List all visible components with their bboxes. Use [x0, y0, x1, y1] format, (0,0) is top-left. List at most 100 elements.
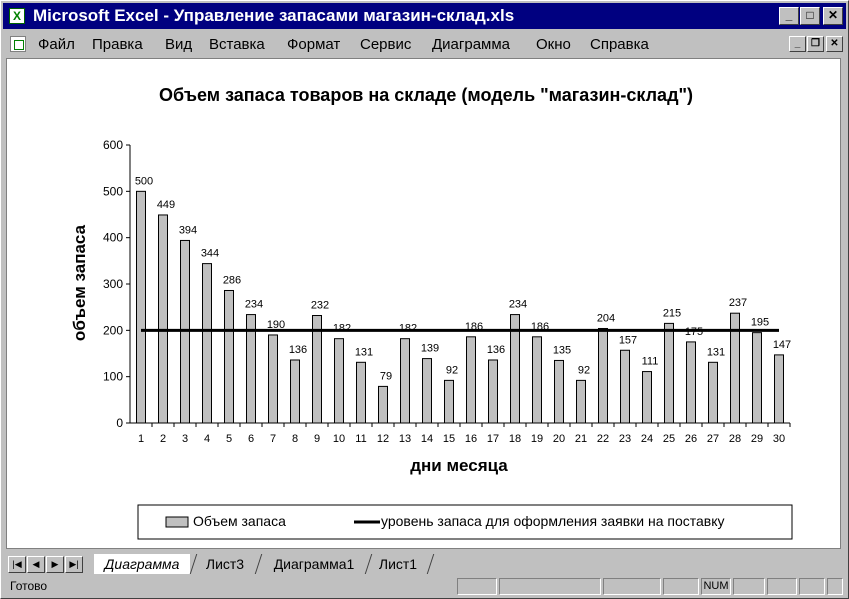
legend[interactable]: Объем запаса уровень запаса для оформлен… [137, 504, 793, 540]
x-tick-label: 29 [751, 433, 763, 445]
bar-day-24[interactable] [642, 371, 652, 424]
menu-window[interactable]: Окно [536, 36, 571, 53]
bar-day-7[interactable] [268, 334, 278, 424]
prev-sheet-button[interactable]: ◀ [27, 556, 45, 573]
bar-day-4[interactable] [202, 263, 212, 424]
data-label: 147 [773, 339, 791, 351]
bar-day-2[interactable] [158, 214, 168, 424]
workbook-icon[interactable] [10, 36, 26, 52]
x-tick-label: 19 [531, 433, 543, 445]
maximize-button[interactable]: □ [800, 7, 820, 25]
doc-minimize-button[interactable]: _ [789, 36, 806, 52]
y-tick-label: 600 [103, 138, 123, 152]
status-text: Готово [10, 579, 48, 593]
status-panel [603, 578, 661, 595]
menu-insert[interactable]: Вставка [209, 36, 265, 53]
tab-list1[interactable]: Лист1 [378, 556, 418, 572]
menu-view[interactable]: Вид [165, 36, 193, 53]
bar-day-6[interactable] [246, 314, 256, 424]
status-panel [733, 578, 765, 595]
y-tick-label: 400 [103, 231, 123, 245]
y-axis-title[interactable]: объем запаса [70, 224, 89, 341]
bar-day-8[interactable] [290, 359, 300, 424]
data-label: 136 [289, 344, 307, 356]
bar-day-26[interactable] [686, 341, 696, 424]
excel-icon[interactable]: X [9, 8, 25, 24]
chart-title[interactable]: Объем запаса товаров на складе (модель "… [159, 85, 693, 105]
bar-day-1[interactable] [136, 190, 146, 424]
bar-day-27[interactable] [708, 361, 718, 424]
bar-day-25[interactable] [664, 322, 674, 424]
x-tick-label: 24 [641, 433, 653, 445]
bar-day-18[interactable] [510, 314, 520, 424]
chart-sheet[interactable]: Объем запаса товаров на складе (модель "… [6, 58, 841, 549]
data-label: 111 [642, 356, 659, 368]
close-button[interactable]: ✕ [823, 7, 843, 25]
y-tick-label: 500 [103, 184, 123, 198]
x-tick-label: 9 [314, 433, 320, 445]
bar-day-16[interactable] [466, 336, 476, 424]
x-tick-label: 13 [399, 433, 411, 445]
bar-day-14[interactable] [422, 358, 432, 424]
doc-close-button[interactable]: ✕ [826, 36, 843, 52]
menu-chart[interactable]: Диаграмма [432, 36, 511, 53]
chart[interactable]: Объем запаса товаров на складе (модель "… [7, 59, 840, 548]
bar-day-21[interactable] [576, 379, 586, 424]
menu-tools[interactable]: Сервис [360, 36, 412, 53]
last-sheet-button[interactable]: ▶| [65, 556, 83, 573]
x-tick-label: 28 [729, 433, 741, 445]
bar-day-9[interactable] [312, 315, 322, 424]
data-label: 344 [201, 248, 219, 260]
data-label: 286 [223, 274, 241, 286]
minimize-button[interactable]: _ [779, 7, 799, 25]
bar-day-23[interactable] [620, 349, 630, 424]
x-tick-label: 27 [707, 433, 719, 445]
bar-day-29[interactable] [752, 332, 762, 424]
data-label: 136 [487, 344, 505, 356]
bar-day-20[interactable] [554, 359, 564, 424]
menu-format[interactable]: Формат [287, 36, 341, 53]
first-sheet-button[interactable]: |◀ [8, 556, 26, 573]
plot-area[interactable]: 0100200300400500600500144923943344428652… [103, 138, 791, 445]
data-label: 92 [446, 364, 458, 376]
bar-day-12[interactable] [378, 385, 388, 424]
x-tick-label: 1 [138, 433, 144, 445]
bar-day-15[interactable] [444, 379, 454, 424]
title-bar[interactable]: X Microsoft Excel - Управление запасами … [3, 3, 846, 29]
bar-day-17[interactable] [488, 359, 498, 424]
sheet-tab-bar: |◀ ◀ ▶ ▶| Диаграмма Лист3 Диаграмма1 Лис… [6, 554, 841, 575]
bar-day-13[interactable] [400, 338, 410, 424]
x-tick-label: 7 [270, 433, 276, 445]
legend-label-reorder-level: уровень запаса для оформления заявки на … [381, 513, 725, 529]
menu-help[interactable]: Справка [590, 36, 649, 53]
x-tick-label: 20 [553, 433, 565, 445]
y-tick-label: 300 [103, 277, 123, 291]
x-axis-title[interactable]: дни месяца [410, 456, 508, 475]
menu-bar: Файл Правка Вид Вставка Формат Сервис Ди… [3, 31, 846, 57]
data-label: 195 [751, 317, 769, 329]
resize-grip[interactable] [827, 578, 843, 595]
menu-edit[interactable]: Правка [92, 36, 143, 53]
x-tick-label: 16 [465, 433, 477, 445]
x-tick-label: 21 [575, 433, 587, 445]
data-label: 234 [245, 299, 263, 311]
x-tick-label: 3 [182, 433, 188, 445]
x-tick-label: 6 [248, 433, 254, 445]
tab-diagramma[interactable]: Диаграмма [94, 554, 190, 574]
x-tick-label: 17 [487, 433, 499, 445]
tab-list3[interactable]: Лист3 [205, 556, 245, 572]
bar-day-22[interactable] [598, 327, 608, 424]
bar-day-5[interactable] [224, 289, 234, 424]
bar-day-28[interactable] [730, 312, 740, 424]
doc-restore-button[interactable]: ❐ [807, 36, 824, 52]
menu-file[interactable]: Файл [38, 36, 75, 53]
status-bar: Готово NUM [3, 576, 846, 597]
bar-day-10[interactable] [334, 338, 344, 424]
bar-day-30[interactable] [774, 354, 784, 424]
tab-diagramma1[interactable]: Диаграмма1 [273, 556, 355, 572]
next-sheet-button[interactable]: ▶ [46, 556, 64, 573]
bar-day-11[interactable] [356, 361, 366, 424]
bar-day-19[interactable] [532, 336, 542, 424]
data-label: 182 [333, 323, 351, 335]
x-tick-label: 30 [773, 433, 785, 445]
